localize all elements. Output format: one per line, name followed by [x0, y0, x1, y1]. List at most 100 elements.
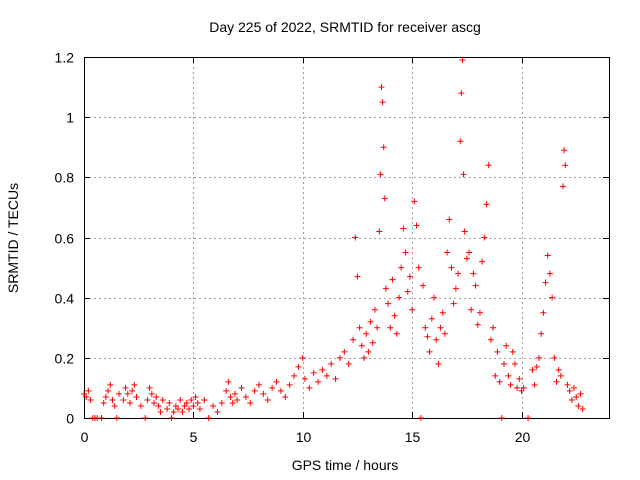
x-axis-label: GPS time / hours: [292, 457, 399, 473]
data-point: [124, 390, 131, 397]
data-point: [494, 348, 501, 355]
data-point: [225, 378, 232, 385]
data-point: [361, 354, 367, 361]
data-point: [168, 415, 175, 421]
data-point: [83, 393, 90, 400]
x-tick-labels: 0 5 10 15 20: [81, 429, 531, 445]
data-point: [448, 264, 455, 271]
data-point: [520, 384, 527, 391]
data-point: [87, 396, 94, 403]
data-point: [466, 249, 472, 256]
data-point: [332, 375, 339, 382]
data-point: [385, 300, 392, 307]
data-point: [444, 249, 451, 256]
data-point: [485, 162, 492, 169]
data-point: [367, 318, 374, 325]
data-point: [129, 387, 136, 394]
data-point: [400, 225, 407, 232]
data-point: [514, 384, 521, 391]
data-point: [422, 324, 429, 331]
data-point: [492, 372, 499, 379]
data-point: [487, 336, 494, 343]
axis-ticks: [84, 57, 609, 419]
data-point: [398, 264, 405, 271]
data-point: [476, 309, 483, 316]
x-tick-label: 5: [190, 429, 198, 445]
data-point: [177, 396, 184, 403]
data-point: [411, 198, 418, 205]
data-point: [479, 258, 486, 265]
data-point: [186, 405, 192, 412]
data-point: [113, 415, 120, 421]
data-point: [328, 360, 335, 367]
data-point: [544, 252, 551, 259]
data-point: [378, 84, 385, 91]
data-point: [100, 399, 107, 406]
data-point: [417, 415, 424, 421]
y-tick-label: 0.2: [55, 351, 75, 367]
data-point: [415, 264, 422, 271]
data-point: [509, 348, 516, 355]
data-point: [557, 372, 564, 379]
data-point: [341, 348, 348, 355]
data-point: [336, 354, 343, 361]
data-point: [396, 294, 402, 301]
data-point: [496, 378, 503, 385]
data-point: [561, 147, 568, 154]
data-point: [120, 396, 127, 403]
data-point: [352, 234, 359, 241]
data-point: [536, 354, 542, 361]
data-point: [210, 402, 217, 409]
data-point: [183, 399, 190, 406]
data-point: [282, 393, 289, 400]
data-point: [568, 396, 575, 403]
data-point: [511, 360, 518, 367]
data-point: [542, 279, 549, 286]
data-point: [413, 222, 420, 229]
data-point: [223, 387, 230, 394]
data-point: [181, 402, 188, 409]
x-tick-label: 20: [515, 429, 531, 445]
x-tick-label: 15: [405, 429, 421, 445]
data-point: [505, 372, 512, 379]
chart-title: Day 225 of 2022, SRMTID for receiver asc…: [209, 19, 481, 35]
data-point: [170, 408, 177, 415]
data-point: [238, 384, 245, 391]
y-tick-label: 1: [66, 110, 74, 126]
data-point: [501, 360, 507, 367]
data-point: [446, 216, 453, 223]
data-point: [540, 309, 547, 316]
data-point: [460, 171, 467, 178]
y-tick-labels: 0 0.2 0.4 0.6 0.8 1 1.2: [55, 50, 75, 427]
data-point: [356, 324, 363, 331]
data-point: [393, 330, 400, 337]
data-point: [98, 415, 105, 421]
data-point: [148, 390, 155, 397]
data-point: [404, 288, 411, 295]
data-point: [201, 396, 208, 403]
data-point: [433, 336, 440, 343]
data-point: [144, 396, 151, 403]
data-point: [175, 405, 182, 412]
data-point: [273, 378, 280, 385]
data-point: [575, 402, 582, 409]
data-point: [560, 183, 567, 190]
data-point: [382, 285, 389, 292]
data-point: [531, 381, 538, 388]
data-point: [192, 393, 199, 400]
data-point: [227, 393, 234, 400]
data-point: [481, 234, 488, 241]
data-point: [498, 415, 505, 421]
data-point: [218, 399, 225, 406]
data-point: [299, 354, 306, 361]
data-point: [472, 282, 479, 289]
data-point: [214, 408, 221, 415]
data-point: [229, 399, 236, 406]
data-point: [533, 363, 540, 370]
data-point: [391, 312, 398, 319]
data-point: [549, 294, 556, 301]
data-point: [358, 342, 365, 349]
data-point: [264, 396, 271, 403]
data-point: [107, 381, 114, 388]
